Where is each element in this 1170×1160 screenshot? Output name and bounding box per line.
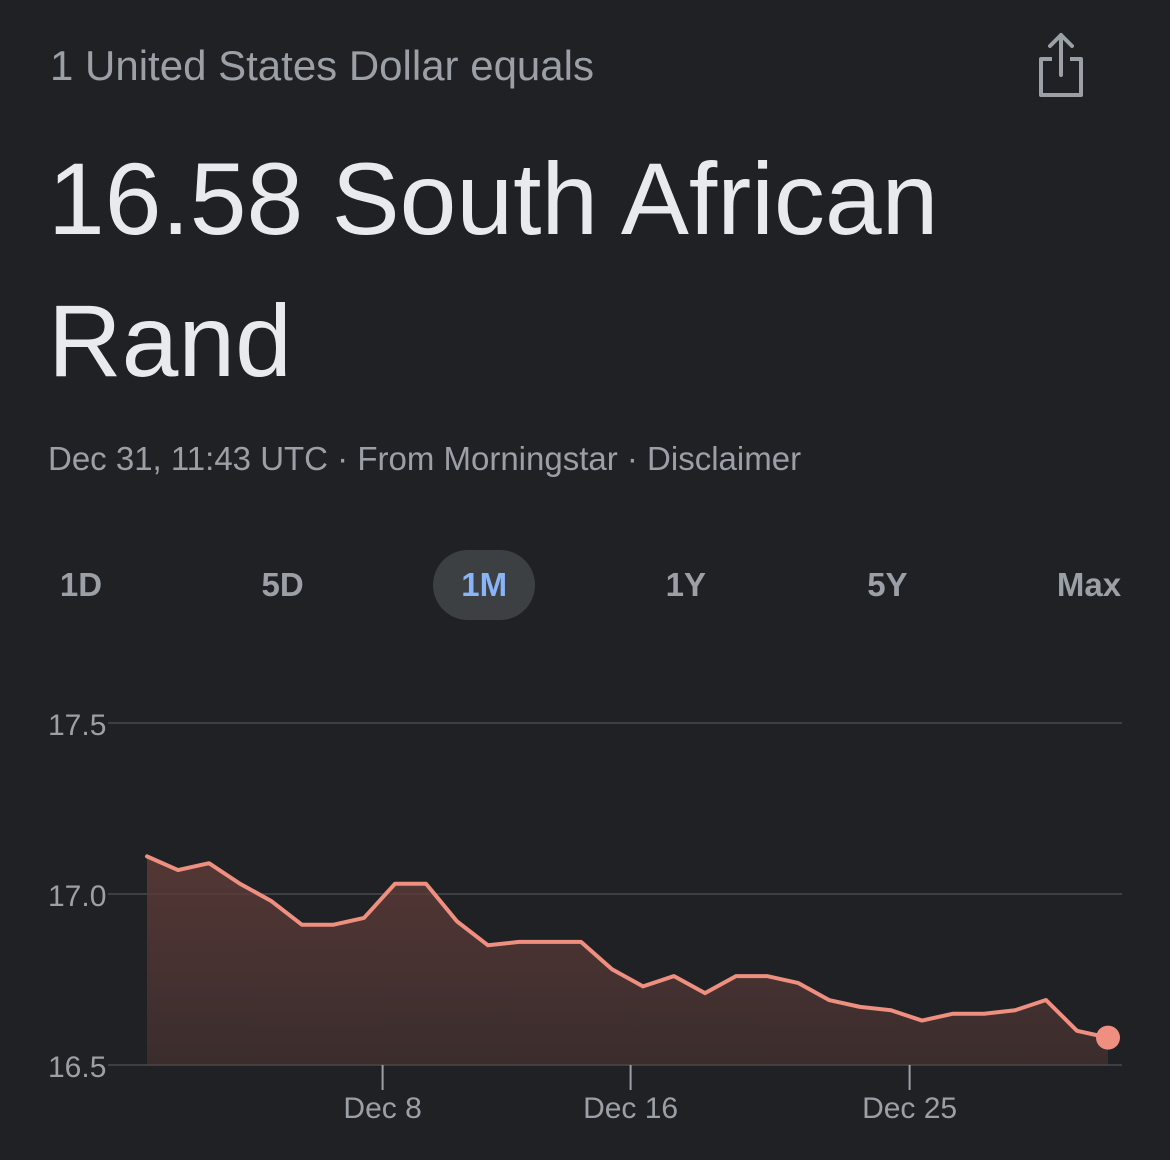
data-point <box>362 916 366 920</box>
time-range-tabs: 1D 5D 1M 1Y 5Y Max <box>30 548 1140 622</box>
exchange-rate-chart[interactable]: 17.5 17.0 16.5 Dec 8 Dec 16 Dec 25 <box>0 690 1170 1150</box>
data-point <box>393 882 397 886</box>
share-icon <box>1039 33 1083 97</box>
data-point <box>610 967 614 971</box>
source-meta: Dec 31, 11:43 UTC · From Morningstar · D… <box>48 440 802 477</box>
tab-5y[interactable]: 5Y <box>867 566 908 603</box>
data-point <box>1075 1029 1079 1033</box>
data-point <box>858 1005 862 1009</box>
area-fill <box>147 856 1108 1065</box>
conversion-subtitle: 1 United States Dollar equals <box>50 42 594 89</box>
data-point <box>486 943 490 947</box>
converted-amount-heading: 16.58 South African Rand <box>48 142 939 398</box>
data-point <box>920 1019 924 1023</box>
data-point <box>424 882 428 886</box>
x-tick-label: Dec 16 <box>583 1092 678 1125</box>
x-tick-label: Dec 25 <box>862 1092 957 1125</box>
data-point <box>300 923 304 927</box>
data-point <box>579 940 583 944</box>
series-line <box>145 854 1110 1040</box>
data-point <box>517 940 521 944</box>
data-point <box>331 923 335 927</box>
data-point <box>734 974 738 978</box>
data-point <box>1013 1008 1017 1012</box>
data-point <box>269 899 273 903</box>
data-point <box>827 998 831 1002</box>
data-point <box>982 1012 986 1016</box>
y-tick-label: 16.5 <box>48 1051 106 1084</box>
tab-max[interactable]: Max <box>1056 566 1122 603</box>
data-point <box>889 1008 893 1012</box>
tab-1y[interactable]: 1Y <box>665 566 706 603</box>
x-tick-label: Dec 8 <box>343 1092 421 1125</box>
data-point <box>1044 998 1048 1002</box>
data-point <box>145 854 149 858</box>
tab-5d[interactable]: 5D <box>261 566 304 603</box>
data-point <box>548 940 552 944</box>
data-point <box>238 882 242 886</box>
data-point <box>951 1012 955 1016</box>
tab-1d[interactable]: 1D <box>59 566 103 603</box>
share-button[interactable] <box>1028 28 1094 100</box>
y-tick-label: 17.5 <box>48 709 106 742</box>
data-point <box>455 919 459 923</box>
y-tick-label: 17.0 <box>48 880 106 913</box>
data-point <box>176 868 180 872</box>
current-value-dot <box>1096 1025 1120 1050</box>
data-point <box>796 981 800 985</box>
data-point <box>765 974 769 978</box>
data-point <box>207 861 211 865</box>
tab-1m[interactable]: 1M <box>433 550 536 620</box>
data-point <box>672 974 676 978</box>
data-point <box>703 991 707 995</box>
data-point <box>641 984 645 988</box>
